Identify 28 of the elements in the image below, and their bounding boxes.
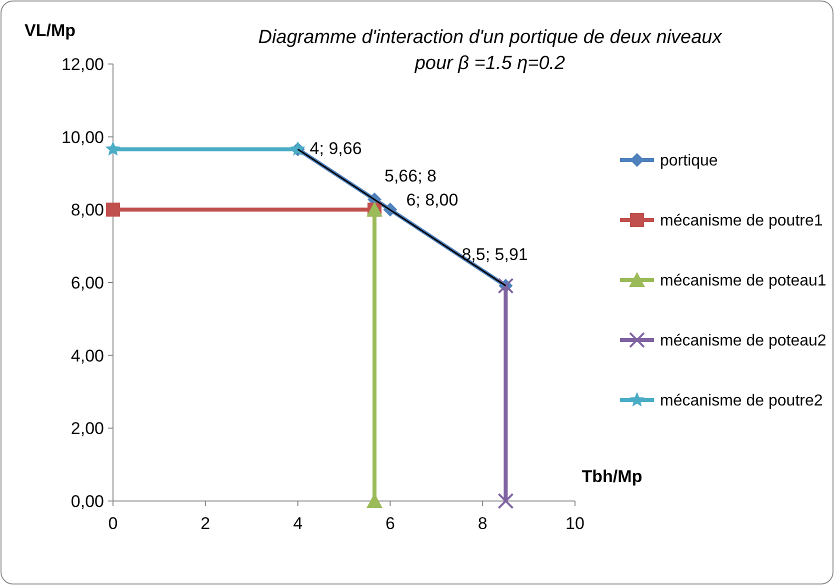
y-tick-label: 12,00 (61, 54, 104, 74)
x-axis-title: Tbh/Mp (582, 467, 642, 486)
x-tick-label: 6 (385, 514, 395, 533)
point (498, 493, 514, 509)
legend-label: portique (660, 152, 718, 170)
y-axis-title: VL/Mp (24, 21, 76, 40)
point (106, 202, 120, 217)
chart-title: Diagramme d'interaction d'un portique de deux niveaux pour β =1.5 η=0.2 (258, 27, 724, 74)
legend-label: mécanisme de poutre2 (660, 392, 823, 410)
x-tick-label: 0 (108, 514, 118, 533)
legend-label: mécanisme de poteau2 (660, 332, 826, 350)
annotation: 8,5; 5,91 (462, 244, 528, 264)
y-tick-label: 0,00 (70, 492, 104, 511)
y-tick-label: 8,00 (70, 200, 104, 220)
annotation: 5,66; 8 (384, 166, 436, 186)
point (105, 141, 121, 156)
y-tick-label: 4,00 (70, 346, 104, 366)
legend-label: mécanisme de poutre1 (660, 212, 823, 230)
x-tick-label: 2 (200, 514, 210, 533)
legend-label: mécanisme de poteau1 (660, 272, 826, 290)
x-tick-label: 4 (293, 514, 303, 533)
y-tick-label: 6,00 (70, 273, 104, 292)
y-tick-label: 10,00 (61, 128, 104, 147)
x-tick-label: 10 (566, 514, 584, 533)
x-tick-label: 8 (478, 514, 488, 533)
annotation: 4; 9,66 (310, 139, 362, 158)
annotation: 6; 8,00 (406, 190, 458, 210)
y-tick-label: 2,00 (70, 419, 104, 438)
